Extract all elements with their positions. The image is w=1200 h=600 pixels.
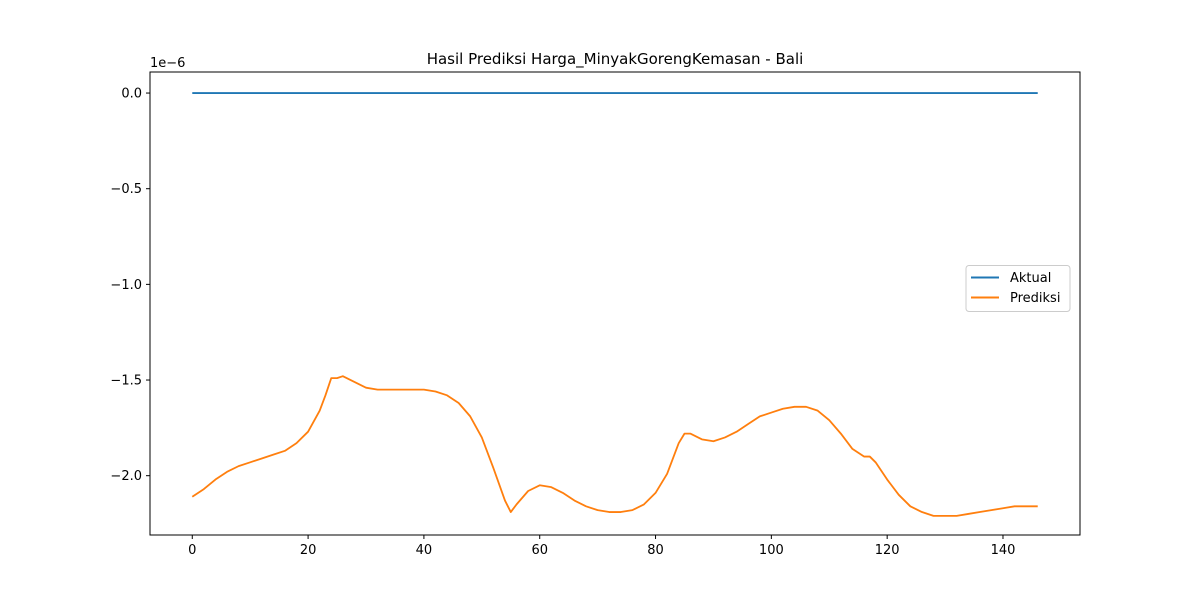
y-axis-offset-label: 1e−6 <box>150 56 185 71</box>
legend: Aktual Prediksi <box>965 265 1071 312</box>
y-tick-label: −2.0 <box>110 469 142 484</box>
x-axis: 0 20 40 60 80 100 120 140 <box>188 535 1015 558</box>
axes-frame <box>149 71 1081 536</box>
plot-area <box>191 92 1038 517</box>
legend-label: Prediksi <box>1010 291 1060 306</box>
y-axis: 0.0 −0.5 −1.0 −1.5 −2.0 <box>110 87 150 484</box>
x-tick-label: 140 <box>991 543 1016 558</box>
y-tick-label: −1.0 <box>110 278 142 293</box>
x-tick-label: 20 <box>300 543 317 558</box>
x-tick-label: 60 <box>531 543 548 558</box>
series-line-prediksi <box>191 375 1038 517</box>
x-tick-label: 120 <box>875 543 900 558</box>
y-tick-label: −0.5 <box>110 182 142 197</box>
x-tick-label: 40 <box>416 543 433 558</box>
x-tick-label: 100 <box>759 543 784 558</box>
y-tick-label: 0.0 <box>121 87 142 102</box>
legend-label: Aktual <box>1010 271 1051 286</box>
x-tick-label: 80 <box>647 543 664 558</box>
y-tick-label: −1.5 <box>110 374 142 389</box>
x-tick-label: 0 <box>188 543 196 558</box>
chart-title: Hasil Prediksi Harga_MinyakGorengKemasan… <box>427 50 804 69</box>
